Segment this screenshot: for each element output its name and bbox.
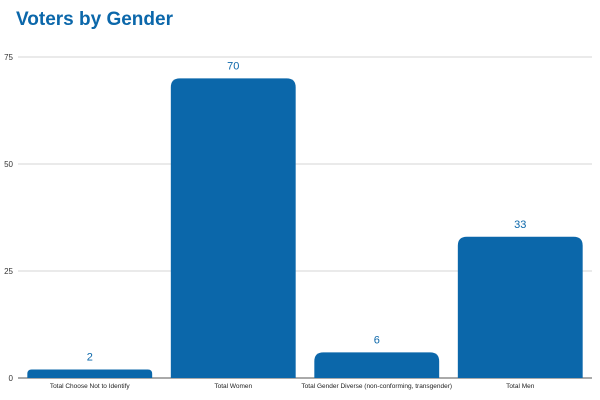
- y-tick-label: 75: [4, 53, 13, 62]
- x-category-label: Total Choose Not to Identify: [50, 383, 131, 390]
- bar: [170, 78, 296, 379]
- y-tick-label: 50: [4, 160, 13, 169]
- x-category-label: Total Men: [506, 383, 535, 390]
- bar: [457, 236, 583, 378]
- y-tick-label: 0: [9, 374, 14, 383]
- y-axis-ticks: 0 25 50 75: [4, 53, 13, 383]
- data-label: 2: [87, 351, 93, 363]
- bar: [314, 352, 440, 378]
- bars: [27, 78, 583, 379]
- data-label: 70: [227, 60, 239, 72]
- x-axis-labels: Total Choose Not to Identify Total Women T…: [50, 383, 535, 390]
- y-tick-label: 25: [4, 267, 13, 276]
- data-labels: 2 70 6 33: [87, 60, 527, 363]
- x-category-label: Total Gender Diverse (non-conforming, tr…: [301, 383, 452, 390]
- data-label: 6: [374, 334, 380, 346]
- chart-title: Voters by Gender: [16, 9, 173, 30]
- data-label: 33: [514, 219, 526, 231]
- x-category-label: Total Women: [214, 383, 252, 390]
- bar: [27, 369, 153, 378]
